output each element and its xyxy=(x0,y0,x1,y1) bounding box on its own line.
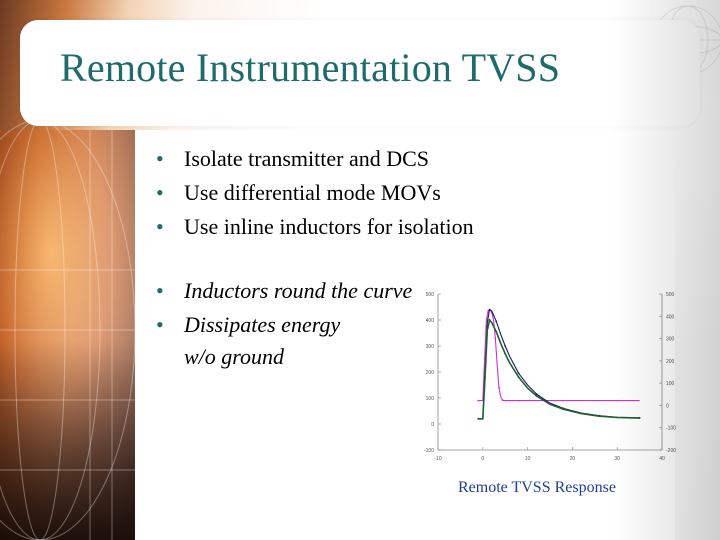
series-line-3 xyxy=(478,318,640,420)
bullet-list-primary: • Isolate transmitter and DCS • Use differ… xyxy=(156,142,474,244)
series-line-2 xyxy=(478,308,640,420)
chart-svg: 5004003002001000-1005004003002001000-100… xyxy=(424,292,676,462)
bullet-marker: • xyxy=(156,278,164,303)
bullet-marker: • xyxy=(156,146,164,171)
x-tick-label: 10 xyxy=(525,456,531,462)
x-tick-label: 20 xyxy=(570,456,576,462)
series-1-point xyxy=(505,399,507,402)
series-2-point xyxy=(517,372,520,375)
bullet-text: Isolate transmitter and DCS xyxy=(184,146,430,171)
series-1-point xyxy=(477,399,480,402)
y-left-tick-label: 500 xyxy=(426,292,435,298)
bullet-item: • Use differential mode MOVs xyxy=(156,176,474,210)
bullet-text: Inductors round the curve xyxy=(184,278,413,303)
series-1-point xyxy=(494,337,497,340)
y-left-tick-label: -100 xyxy=(424,448,434,454)
y-right-tick-label: -200 xyxy=(666,448,676,454)
bullet-text: Use inline inductors for isolation xyxy=(184,214,474,239)
series-3-point xyxy=(477,417,480,420)
bullet-item: • Inductors round the curve xyxy=(156,274,412,308)
series-1-point xyxy=(517,399,520,402)
y-right-tick-label: 500 xyxy=(666,292,675,298)
x-tick-label: -10 xyxy=(434,456,441,462)
tvss-response-chart: 500 400 300 200 100 0 -100 500 400 300 200 100 0 -100… xyxy=(412,280,688,470)
bullet-item: • Isolate transmitter and DCS xyxy=(156,142,474,176)
series-2-point xyxy=(495,320,498,323)
series-1-point xyxy=(498,386,500,389)
series-2-point xyxy=(504,345,507,347)
series-1-point xyxy=(501,399,504,401)
y-right-tick-label: 300 xyxy=(666,337,675,343)
series-1-point xyxy=(562,399,565,402)
x-tick-label: 30 xyxy=(614,456,620,462)
y-left-tick-label: 400 xyxy=(426,318,435,324)
y-left-tick-label: 300 xyxy=(426,344,435,350)
series-3-point xyxy=(504,352,507,355)
y-left-tick-label: 0 xyxy=(431,422,434,428)
series-3-point xyxy=(598,415,601,418)
y-left-tick-label: 200 xyxy=(426,370,435,376)
y-left-tick-label: 100 xyxy=(426,396,435,402)
series-1-point xyxy=(487,310,490,312)
decorative-shadow xyxy=(0,340,140,540)
series-3-point xyxy=(517,376,520,379)
y-right-tick-label: -100 xyxy=(666,426,676,432)
series-3-point xyxy=(488,319,491,321)
y-right-tick-label: 400 xyxy=(666,314,675,320)
series-3-point xyxy=(484,376,486,379)
series-3-point xyxy=(535,395,538,397)
series-3-point xyxy=(495,330,498,333)
y-right-tick-label: 0 xyxy=(666,403,669,409)
x-tick-label: 0 xyxy=(481,456,484,462)
bullet-continuation: w/o ground xyxy=(184,344,285,369)
y-right-tick-label: 200 xyxy=(666,359,675,365)
bullet-marker: • xyxy=(156,312,164,337)
bullet-text: Dissipates energy xyxy=(184,312,341,337)
chart-caption: Remote TVSS Response xyxy=(458,479,616,496)
series-3-point xyxy=(638,417,641,419)
bullet-marker: • xyxy=(156,180,164,205)
series-1-point xyxy=(483,358,486,360)
x-tick-label: 40 xyxy=(659,456,665,462)
series-2-point xyxy=(488,308,491,311)
series-3-point xyxy=(562,408,565,411)
bullet-item: • Dissipates energy xyxy=(156,308,412,342)
bullet-item: • Use inline inductors for isolation xyxy=(156,210,474,244)
series-1-point xyxy=(616,399,619,402)
series-line-1 xyxy=(478,308,640,402)
slide-title: Remote Instrumentation TVSS xyxy=(60,45,561,90)
bullet-marker: • xyxy=(156,214,164,239)
title-panel xyxy=(20,20,700,126)
y-right-tick-label: 100 xyxy=(666,381,675,387)
bullet-text: Use differential mode MOVs xyxy=(184,180,441,205)
bullet-list-secondary: • Inductors round the curve • Dissipates e… xyxy=(156,274,412,372)
content-panel xyxy=(135,130,675,540)
